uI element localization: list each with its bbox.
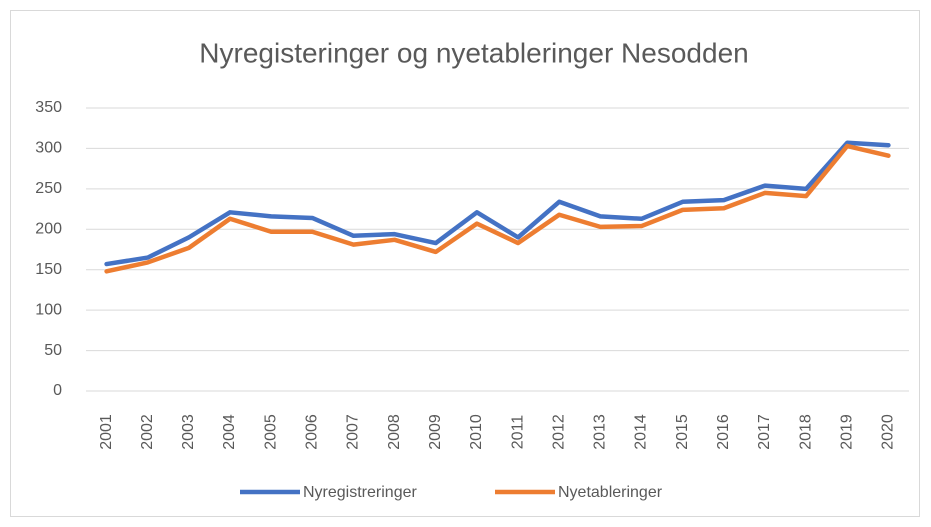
series-line	[104, 143, 891, 274]
x-tick-label: 2012	[550, 414, 567, 450]
x-tick-label: 2018	[797, 414, 814, 450]
x-tick-label: 2009	[427, 414, 444, 450]
y-tick-label: 50	[44, 342, 62, 359]
x-tick-label: 2001	[98, 414, 115, 450]
y-tick-label: 150	[35, 261, 62, 278]
x-tick-label: 2017	[756, 414, 773, 450]
y-tick-label: 200	[35, 221, 62, 238]
x-tick-label: 2010	[468, 414, 485, 450]
x-tick-label: 2004	[221, 414, 238, 450]
x-tick-label: 2005	[262, 414, 279, 450]
x-tick-label: 2002	[139, 414, 156, 450]
x-tick-label: 2014	[633, 414, 650, 450]
x-tick-label: 2019	[838, 414, 855, 450]
y-tick-label: 300	[35, 140, 62, 157]
x-tick-label: 2007	[345, 414, 362, 450]
y-tick-label: 350	[35, 99, 62, 116]
legend-label: Nyetableringer	[558, 484, 663, 501]
x-tick-label: 2008	[386, 414, 403, 450]
y-tick-label: 0	[53, 382, 62, 399]
x-tick-label: 2006	[304, 414, 321, 450]
x-tick-label: 2011	[509, 415, 526, 450]
x-tick-label: 2015	[674, 414, 691, 450]
x-tick-label: 2013	[592, 414, 609, 450]
x-tick-label: 2003	[180, 414, 197, 450]
y-tick-label: 250	[35, 180, 62, 197]
x-tick-label: 2016	[715, 414, 732, 450]
chart-border	[10, 10, 920, 517]
series-line	[104, 140, 891, 267]
legend-label: Nyregistreringer	[303, 484, 417, 501]
chart-title: Nyregisteringer og nyetableringer Nesodd…	[199, 37, 748, 68]
x-tick-label: 2020	[880, 414, 897, 450]
y-tick-label: 100	[35, 301, 62, 318]
